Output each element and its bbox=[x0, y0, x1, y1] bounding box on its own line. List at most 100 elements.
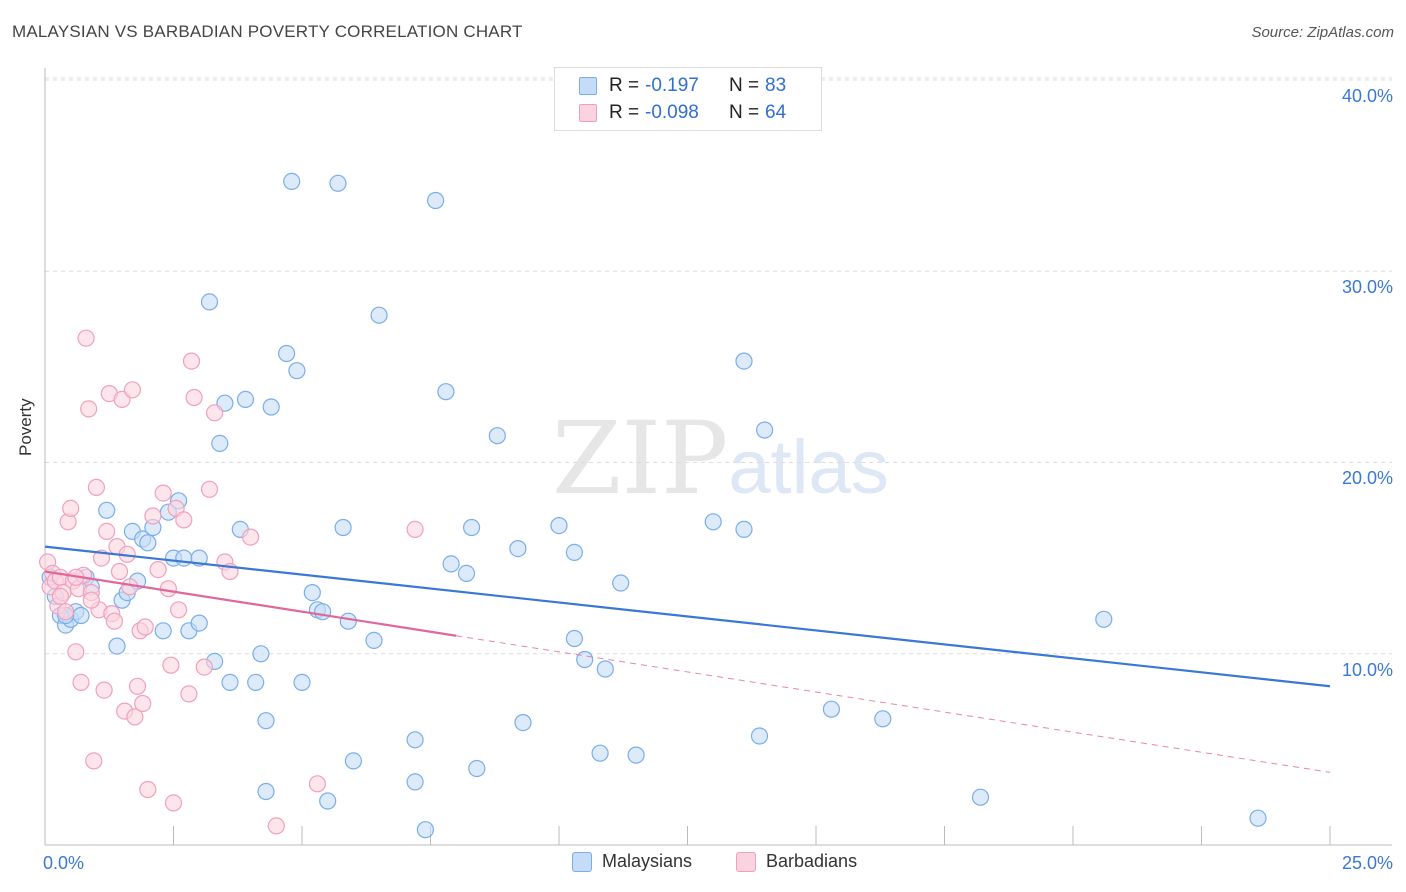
data-point-barbadians bbox=[126, 708, 144, 726]
data-point-barbadians bbox=[170, 601, 188, 619]
data-point-malaysians bbox=[596, 660, 614, 678]
data-point-barbadians bbox=[121, 578, 139, 596]
data-point-malaysians bbox=[175, 549, 193, 567]
legend-row-barbadians: R = -0.098 N = 64 bbox=[579, 100, 786, 126]
y-tick-20: 20.0% bbox=[1341, 468, 1393, 488]
data-point-barbadians bbox=[182, 352, 201, 370]
data-point-barbadians bbox=[267, 817, 285, 835]
data-point-malaysians bbox=[370, 306, 388, 324]
data-point-malaysians bbox=[108, 637, 126, 655]
data-point-malaysians bbox=[406, 731, 424, 749]
data-point-malaysians bbox=[463, 518, 481, 537]
legend-swatch-barbadians bbox=[736, 851, 756, 872]
data-point-malaysians bbox=[257, 712, 275, 730]
data-point-barbadians bbox=[154, 484, 172, 502]
legend-swatch-barbadians bbox=[579, 104, 597, 122]
data-point-malaysians bbox=[457, 564, 476, 583]
data-point-barbadians bbox=[85, 752, 103, 770]
data-point-malaysians bbox=[334, 518, 352, 537]
data-point-malaysians bbox=[514, 713, 532, 732]
data-point-malaysians bbox=[591, 744, 609, 762]
data-point-malaysians bbox=[704, 513, 722, 531]
trend-line-extension-barbadians bbox=[456, 635, 1331, 773]
data-point-malaysians bbox=[303, 583, 321, 602]
watermark-atlas: atlas bbox=[728, 425, 889, 510]
trend-line-barbadians bbox=[44, 570, 457, 637]
data-point-barbadians bbox=[136, 618, 154, 636]
legend-swatch-malaysians bbox=[572, 851, 592, 872]
legend-n-label: N = bbox=[729, 102, 760, 123]
data-point-barbadians bbox=[308, 775, 326, 793]
data-point-barbadians bbox=[128, 677, 147, 695]
data-point-malaysians bbox=[257, 782, 275, 801]
data-point-barbadians bbox=[98, 522, 116, 541]
legend-label-barbadians: Barbadians bbox=[766, 851, 858, 871]
data-point-malaysians bbox=[874, 710, 892, 728]
data-point-barbadians bbox=[95, 681, 113, 699]
chart-title: MALAYSIAN VS BARBADIAN POVERTY CORRELATI… bbox=[12, 22, 523, 41]
data-point-barbadians bbox=[80, 400, 98, 418]
legend-n-value: 83 bbox=[765, 75, 787, 96]
data-point-barbadians bbox=[72, 673, 90, 692]
data-point-barbadians bbox=[56, 603, 75, 621]
data-point-barbadians bbox=[51, 587, 70, 606]
data-point-malaysians bbox=[262, 398, 280, 416]
trend-line-malaysians bbox=[44, 545, 1331, 688]
data-point-malaysians bbox=[509, 539, 527, 558]
data-point-malaysians bbox=[72, 606, 90, 625]
data-point-malaysians bbox=[314, 603, 332, 621]
legend-item-malaysians[interactable]: Malaysians bbox=[572, 851, 692, 872]
correlation-legend: R = -0.197 N = 83 R = -0.098 N = 64 bbox=[554, 67, 822, 131]
data-point-malaysians bbox=[468, 759, 486, 778]
data-point-malaysians bbox=[612, 574, 630, 592]
data-point-malaysians bbox=[565, 543, 584, 562]
legend-r-value: -0.098 bbox=[645, 102, 699, 123]
data-point-malaysians bbox=[1249, 809, 1267, 827]
watermark: ZIPatlas bbox=[552, 400, 889, 517]
series-legend: Malaysians Barbadians bbox=[0, 851, 1406, 877]
data-point-malaysians bbox=[427, 191, 445, 210]
legend-item-barbadians[interactable]: Barbadians bbox=[736, 851, 857, 872]
y-tick-30: 30.0% bbox=[1341, 277, 1393, 297]
legend-label-malaysians: Malaysians bbox=[602, 851, 693, 871]
data-point-malaysians bbox=[735, 520, 753, 539]
data-point-malaysians bbox=[755, 421, 774, 439]
data-point-malaysians bbox=[319, 792, 337, 810]
data-point-malaysians bbox=[406, 773, 424, 791]
data-point-barbadians bbox=[134, 694, 152, 713]
data-point-barbadians bbox=[110, 562, 129, 581]
data-point-malaysians bbox=[200, 293, 219, 311]
data-point-malaysians bbox=[344, 752, 362, 770]
legend-row-malaysians: R = -0.197 N = 83 bbox=[579, 73, 786, 99]
data-point-barbadians bbox=[139, 780, 157, 799]
data-point-malaysians bbox=[221, 673, 239, 692]
data-point-malaysians bbox=[154, 622, 172, 640]
x-tick-min: 0.0% bbox=[43, 853, 85, 873]
data-point-barbadians bbox=[77, 329, 95, 347]
y-tick-10: 10.0% bbox=[1341, 660, 1393, 680]
data-point-malaysians bbox=[98, 501, 116, 519]
data-point-malaysians bbox=[488, 427, 506, 445]
data-point-malaysians bbox=[329, 174, 347, 192]
legend-n-label: N = bbox=[729, 75, 760, 96]
watermark-zip: ZIP bbox=[552, 400, 729, 517]
data-point-barbadians bbox=[123, 381, 141, 399]
data-point-malaysians bbox=[1095, 610, 1113, 628]
data-point-barbadians bbox=[175, 511, 193, 529]
data-point-barbadians bbox=[185, 388, 203, 407]
data-point-malaysians bbox=[576, 650, 594, 669]
data-point-barbadians bbox=[149, 560, 167, 579]
data-point-barbadians bbox=[242, 528, 260, 546]
data-point-barbadians bbox=[162, 656, 180, 674]
data-point-barbadians bbox=[82, 591, 100, 609]
data-point-malaysians bbox=[293, 673, 311, 692]
data-point-barbadians bbox=[206, 404, 224, 422]
data-point-malaysians bbox=[139, 534, 157, 552]
data-point-malaysians bbox=[550, 516, 568, 535]
data-point-barbadians bbox=[144, 507, 162, 525]
data-point-barbadians bbox=[406, 520, 424, 539]
y-tick-40: 40.0% bbox=[1341, 86, 1393, 106]
data-point-malaysians bbox=[278, 344, 296, 363]
data-point-malaysians bbox=[735, 352, 753, 370]
